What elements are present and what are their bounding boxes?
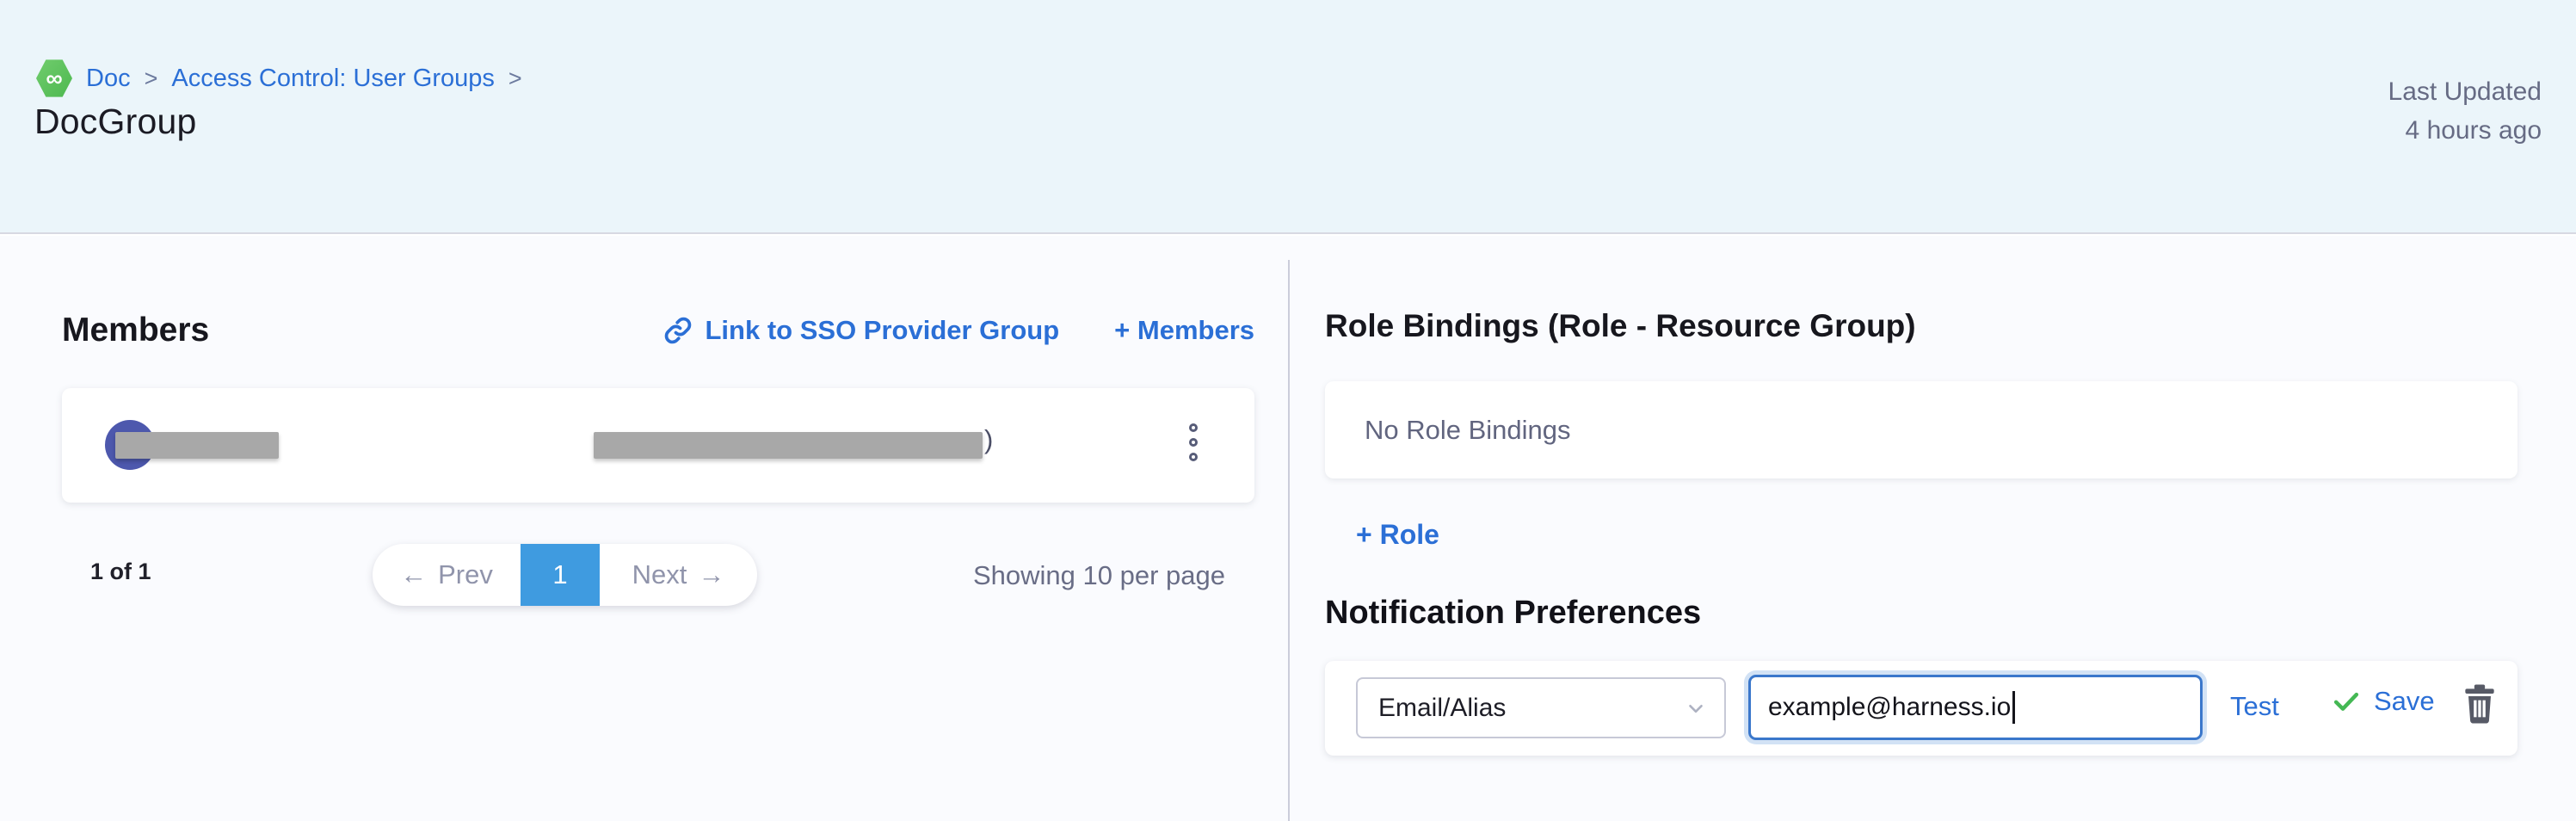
kebab-menu-icon[interactable] — [1186, 420, 1201, 465]
save-label: Save — [2374, 686, 2435, 716]
chevron-right-icon: > — [508, 65, 522, 91]
link-sso-provider-group-button[interactable]: Link to SSO Provider Group — [663, 315, 1060, 346]
page-title: DocGroup — [34, 102, 197, 141]
member-name-redacted-bar — [115, 432, 279, 459]
column-divider — [1288, 260, 1290, 821]
test-button[interactable]: Test — [2230, 691, 2279, 721]
member-row: ) — [62, 388, 1254, 503]
channel-type-select[interactable]: Email/Alias — [1356, 677, 1726, 738]
next-label: Next — [632, 559, 687, 590]
members-header-row: Members Link to SSO Provider Group + Mem… — [62, 312, 1254, 349]
per-page-label: Showing 10 per page — [972, 560, 1225, 590]
email-input[interactable]: example@harness.io — [1748, 675, 2203, 740]
pagination-count: 1 of 1 — [90, 559, 151, 584]
breadcrumb: ∞ Doc > Access Control: User Groups > — [36, 59, 522, 98]
chevron-down-icon — [1689, 704, 1703, 713]
harness-hexagon-icon: ∞ — [36, 59, 72, 97]
chevron-right-icon: > — [144, 65, 158, 91]
next-page-button[interactable]: Next → — [600, 544, 757, 606]
page-header: ∞ Doc > Access Control: User Groups > Do… — [0, 0, 2576, 234]
arrow-right-icon: → — [698, 559, 725, 590]
member-email-suffix: ) — [984, 424, 994, 454]
no-role-bindings-text: No Role Bindings — [1365, 414, 1571, 445]
breadcrumb-link-user-groups[interactable]: Access Control: User Groups — [171, 64, 495, 92]
check-icon — [2333, 692, 2359, 711]
pagination-control: ← Prev 1 Next → — [373, 544, 757, 606]
last-updated-value: 4 hours ago — [2405, 116, 2542, 145]
notification-preference-row: Email/Alias example@harness.io Test Save — [1325, 661, 2517, 756]
email-input-value: example@harness.io — [1768, 693, 2012, 721]
role-bindings-empty-card: No Role Bindings — [1325, 381, 2517, 478]
content-area: Members Link to SSO Provider Group + Mem… — [0, 236, 2576, 821]
arrow-left-icon: ← — [400, 559, 428, 590]
last-updated-label: Last Updated — [2388, 77, 2542, 106]
page-1-button[interactable]: 1 — [521, 544, 600, 606]
role-bindings-heading: Role Bindings (Role - Resource Group) — [1325, 308, 1916, 343]
trash-icon[interactable] — [2462, 683, 2497, 725]
channel-type-value: Email/Alias — [1378, 693, 1507, 722]
text-caret — [2012, 691, 2016, 724]
prev-label: Prev — [438, 559, 493, 590]
members-heading: Members — [62, 312, 210, 349]
link-icon — [664, 317, 691, 344]
prev-page-button[interactable]: ← Prev — [373, 544, 521, 606]
save-button[interactable]: Save — [2330, 685, 2435, 718]
add-members-button[interactable]: + Members — [1114, 315, 1254, 345]
breadcrumb-link-doc[interactable]: Doc — [86, 64, 131, 92]
last-updated: Last Updated 4 hours ago — [2388, 72, 2542, 150]
add-role-button[interactable]: + Role — [1356, 519, 1439, 550]
member-email-redacted-bar — [594, 432, 983, 459]
notification-preferences-heading: Notification Preferences — [1325, 595, 1702, 631]
link-sso-label: Link to SSO Provider Group — [705, 315, 1060, 345]
